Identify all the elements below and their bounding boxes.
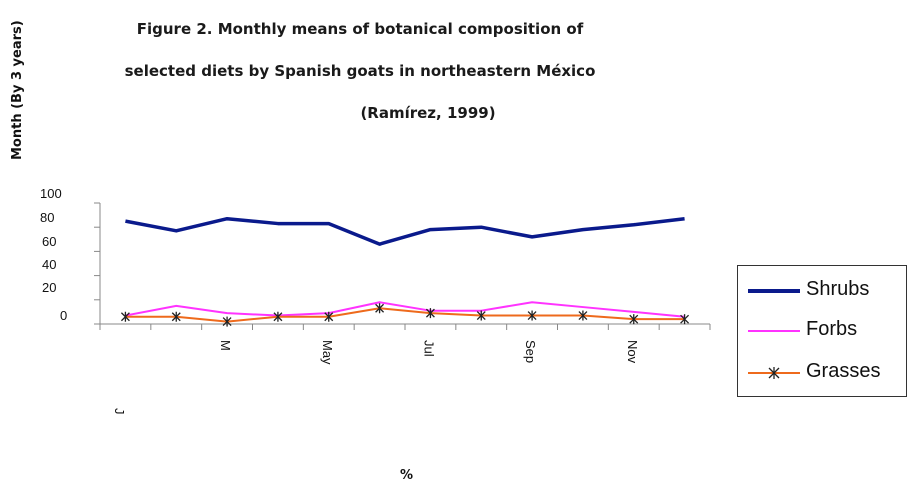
y-tick-label: 100 xyxy=(40,186,62,201)
x-tick-label: May xyxy=(320,340,335,365)
y-tick-label: 0 xyxy=(60,308,67,323)
series-line-forbs xyxy=(125,301,685,318)
y-tick-label: 60 xyxy=(42,234,56,249)
series-line-shrubs xyxy=(125,216,685,246)
x-tick-label: Jul xyxy=(421,340,436,357)
legend-label-shrubs: Shrubs xyxy=(806,278,870,300)
legend-item-grasses: Grasses xyxy=(738,358,906,388)
data-point-grasses xyxy=(222,316,232,327)
data-point-grasses xyxy=(425,308,435,319)
data-point-grasses xyxy=(120,311,130,322)
data-point-grasses xyxy=(578,310,588,321)
data-point-grasses xyxy=(680,314,690,325)
data-point-grasses xyxy=(273,311,283,322)
legend-label-forbs: Forbs xyxy=(806,318,858,340)
chart-legend: Shrubs Forbs Grasses xyxy=(737,265,907,397)
legend-item-forbs: Forbs xyxy=(738,316,906,346)
data-point-grasses xyxy=(527,310,537,321)
legend-label-grasses: Grasses xyxy=(806,360,881,382)
y-tick-label: 80 xyxy=(40,210,54,225)
x-tick-label: M xyxy=(218,340,233,351)
y-tick-label: 20 xyxy=(42,280,56,295)
data-point-grasses xyxy=(324,311,334,322)
x-axis-label: % xyxy=(400,468,414,483)
chart-title-line-2: selected diets by Spanish goats in north… xyxy=(124,62,596,80)
legend-item-shrubs: Shrubs xyxy=(738,276,906,306)
data-point-grasses xyxy=(171,311,181,322)
data-point-grasses xyxy=(476,310,486,321)
x-tick-label: Nov xyxy=(625,340,640,364)
data-point-grasses xyxy=(375,303,385,314)
data-point-grasses xyxy=(629,314,639,325)
legend-swatch-grasses xyxy=(748,367,800,379)
x-tick-label: Sep xyxy=(523,340,538,363)
chart-title-citation: (Ramírez, 1999) xyxy=(360,104,496,122)
legend-swatch-forbs xyxy=(748,330,800,332)
legend-swatch-shrubs xyxy=(748,289,800,293)
series-line-grasses xyxy=(125,307,685,323)
x-tick-label: J xyxy=(112,408,127,415)
y-tick-label: 40 xyxy=(42,257,56,272)
chart-title-line-1: Figure 2. Monthly means of botanical com… xyxy=(136,20,584,38)
